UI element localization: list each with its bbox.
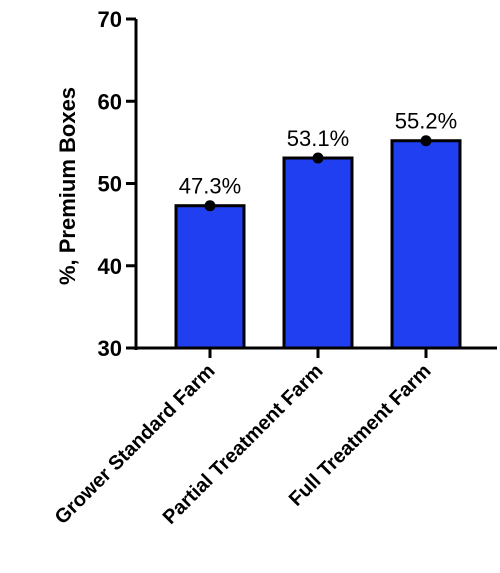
data-label: 47.3% <box>179 174 241 199</box>
y-tick-label: 30 <box>98 336 122 361</box>
y-tick-label: 40 <box>98 254 122 279</box>
y-axis: 30 40 50 60 70 <box>98 7 138 361</box>
data-point <box>420 135 432 147</box>
bar <box>282 156 354 350</box>
y-axis-label: %, Premium Boxes <box>55 87 80 285</box>
bar <box>174 204 246 350</box>
y-tick-label: 70 <box>98 7 122 32</box>
bars: 47.3% 53.1% 55.2% <box>174 109 462 350</box>
data-label: 55.2% <box>395 109 457 134</box>
bar <box>390 139 462 350</box>
data-label: 53.1% <box>287 126 349 151</box>
data-point <box>204 200 216 212</box>
y-tick-label: 60 <box>98 89 122 114</box>
data-point <box>312 152 324 164</box>
y-tick-label: 50 <box>98 172 122 197</box>
